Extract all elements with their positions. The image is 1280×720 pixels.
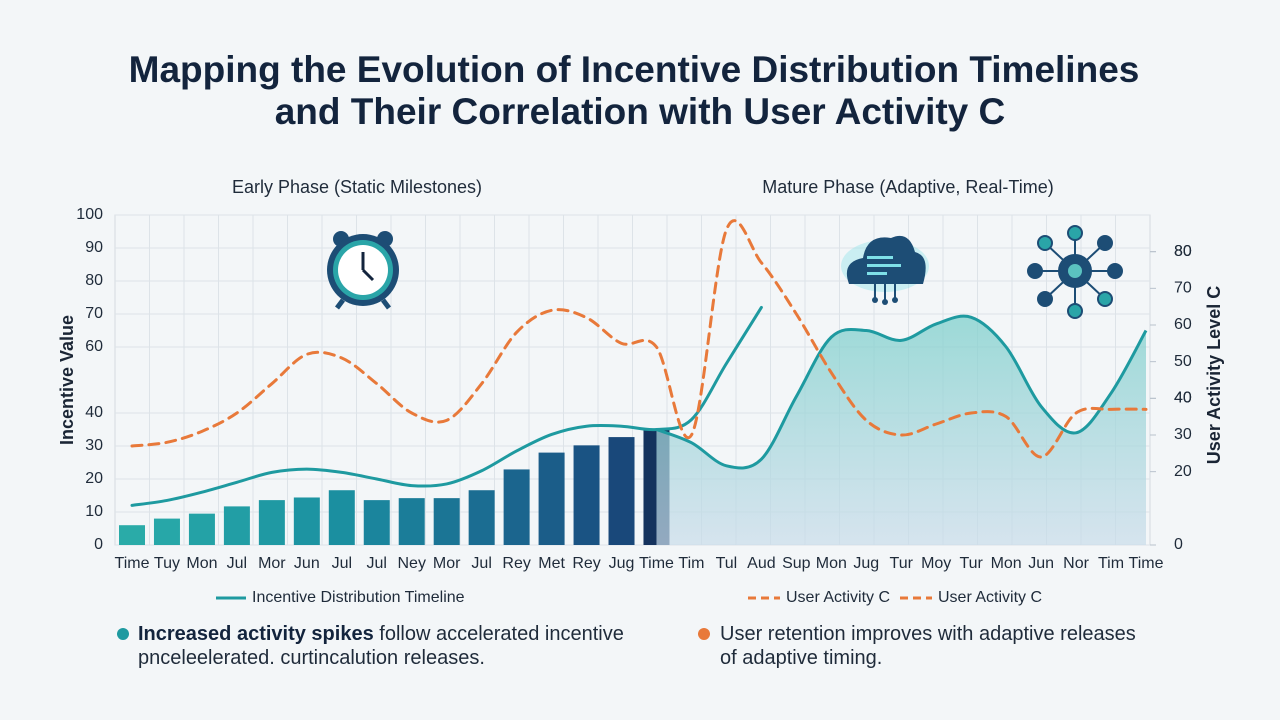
y-tick-label: 70	[85, 305, 103, 322]
x-tick-label: Time	[115, 555, 150, 572]
bar	[119, 525, 145, 545]
y2-tick-label: 30	[1174, 426, 1192, 443]
x-tick-label: Jul	[227, 555, 247, 572]
chart-title: and Their Correlation with User Activity…	[275, 91, 1006, 132]
y2-tick-label: 0	[1174, 536, 1183, 553]
y2-axis-label: User Activity Level C	[1204, 286, 1224, 464]
note-text: of adaptive timing.	[720, 647, 883, 669]
note-bold: Increased activity spikes	[138, 623, 374, 645]
x-tick-label: Rey	[502, 555, 530, 572]
bar	[223, 506, 250, 545]
x-tick-label: Jug	[609, 555, 635, 572]
note-text: follow accelerated incentive	[373, 623, 624, 645]
x-tick-label: Tur	[959, 555, 983, 572]
y2-tick-label: 80	[1174, 243, 1192, 260]
bar	[293, 497, 320, 545]
line	[130, 305, 763, 507]
bar	[188, 513, 215, 545]
x-tick-label: Time	[639, 555, 674, 572]
note: User retention improves with adaptive re…	[720, 622, 1136, 670]
y2-tick-label: 60	[1174, 316, 1192, 333]
bar	[398, 498, 425, 545]
x-tick-label: Rey	[572, 555, 600, 572]
y-tick-label: 80	[85, 272, 103, 289]
x-tick-label: Tim	[678, 555, 704, 572]
x-tick-label: Mor	[433, 555, 461, 572]
x-tick-label: Jul	[367, 555, 387, 572]
bar	[538, 452, 565, 545]
area	[656, 316, 1146, 545]
x-tick-label: Time	[1129, 555, 1164, 572]
note-bullet	[698, 628, 710, 640]
x-tick-label: Jug	[853, 555, 879, 572]
annotation: Mature Phase (Adaptive, Real-Time)	[762, 177, 1053, 197]
x-tick-label: Mon	[991, 555, 1022, 572]
bar	[153, 518, 180, 545]
bar	[503, 469, 530, 545]
cloud-icon	[841, 235, 929, 305]
line	[130, 219, 1148, 459]
y2-tick-label: 70	[1174, 280, 1192, 297]
x-tick-label: Mor	[258, 555, 286, 572]
bar	[468, 490, 495, 545]
x-tick-label: Jul	[332, 555, 352, 572]
note-text: User retention improves with adaptive re…	[720, 623, 1136, 645]
x-tick-label: Tim	[1098, 555, 1124, 572]
legend-label: User Activity C	[786, 589, 890, 606]
y2-tick-label: 50	[1174, 353, 1192, 370]
y-axis-label: Incentive Value	[57, 315, 77, 445]
marks	[119, 219, 1148, 545]
legend-label: User Activity C	[938, 589, 1042, 606]
bar	[573, 445, 600, 545]
x-tick-label: Aud	[747, 555, 775, 572]
x-tick-label: Ney	[397, 555, 425, 572]
x-tick-label: Met	[538, 555, 565, 572]
x-tick-label: Moy	[921, 555, 951, 572]
chart-title: Mapping the Evolution of Incentive Distr…	[129, 49, 1140, 90]
y-tick-label: 10	[85, 503, 103, 520]
y-tick-label: 40	[85, 404, 103, 421]
note-bullet	[117, 628, 129, 640]
y-tick-label: 30	[85, 437, 103, 454]
x-tick-label: Nor	[1063, 555, 1089, 572]
x-tick-label: Jul	[471, 555, 491, 572]
x-tick-label: Jun	[294, 555, 320, 572]
y-tick-label: 90	[85, 239, 103, 256]
x-tick-label: Mon	[186, 555, 217, 572]
clock-icon	[327, 231, 399, 310]
x-tick-label: Tur	[890, 555, 914, 572]
x-tick-label: Sup	[782, 555, 811, 572]
x-tick-label: Mon	[816, 555, 847, 572]
y-tick-label: 0	[94, 536, 103, 553]
bar	[258, 500, 285, 545]
y2-tick-label: 80	[1174, 243, 1192, 260]
y2-tick-label: 40	[1174, 390, 1192, 407]
y2-tick-label: 20	[1174, 463, 1192, 480]
note-text: pnceleelerated. curtincalution releases.	[138, 647, 485, 669]
network-icon	[1027, 225, 1123, 319]
x-tick-label: Tul	[716, 555, 738, 572]
note: Increased activity spikes follow acceler…	[138, 622, 624, 670]
bar	[363, 500, 390, 545]
bar	[433, 498, 460, 545]
bar	[608, 437, 635, 545]
bar	[328, 490, 355, 545]
x-tick-label: Tuy	[154, 555, 180, 572]
y-tick-label: 100	[76, 206, 103, 223]
y2-tick-label: 40	[1174, 390, 1192, 407]
legend-label: Incentive Distribution Timeline	[252, 589, 465, 606]
y-tick-label: 20	[85, 470, 103, 487]
area-line	[655, 314, 1148, 470]
x-tick-label: Jun	[1028, 555, 1054, 572]
y-tick-label: 60	[85, 338, 103, 355]
annotation: Early Phase (Static Milestones)	[232, 177, 482, 197]
